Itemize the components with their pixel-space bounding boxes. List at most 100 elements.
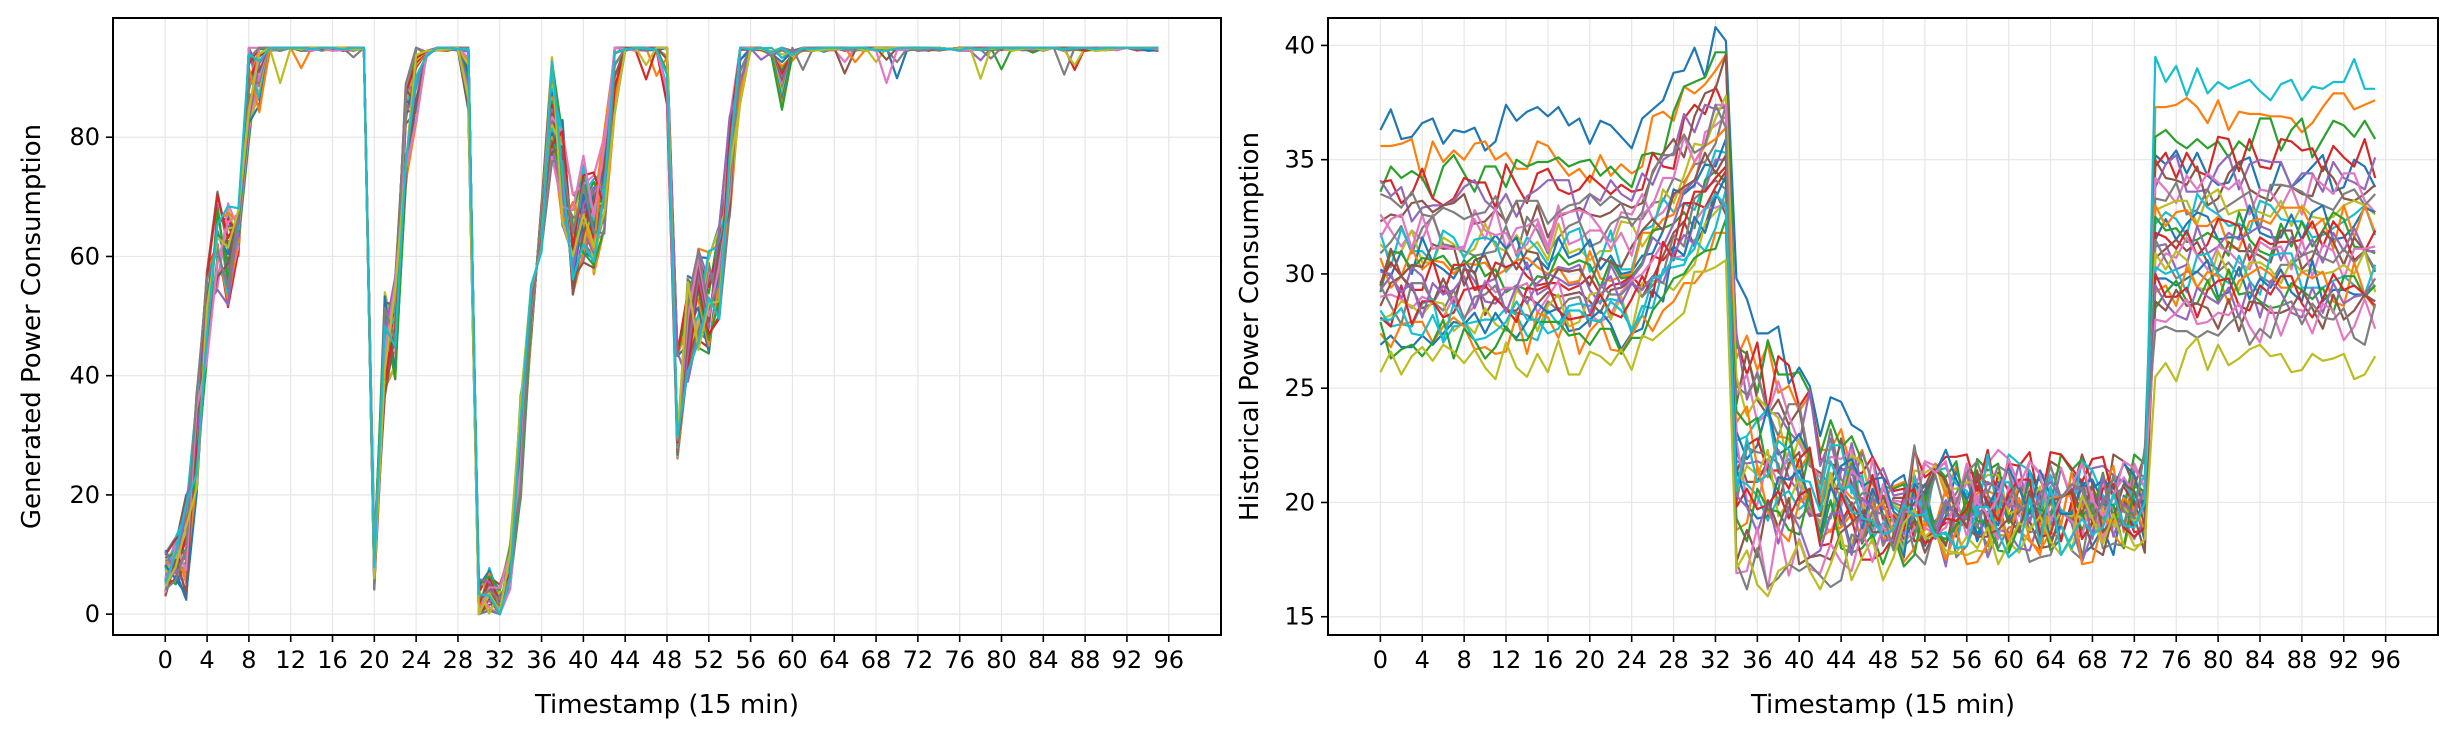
series-line-26 xyxy=(1379,151,2376,566)
series-line-25 xyxy=(1379,192,2377,559)
x-tick-label: 88 xyxy=(1070,646,1101,674)
series-line-29 xyxy=(164,46,1159,616)
x-tick-label: 8 xyxy=(241,646,256,674)
x-tick-label: 56 xyxy=(735,646,766,674)
x-tick-label: 60 xyxy=(1993,646,2024,674)
series-line-29 xyxy=(1379,259,2377,598)
x-tick-label: 48 xyxy=(652,646,683,674)
series-line-22 xyxy=(1379,231,2377,566)
x-tick-label: 92 xyxy=(2328,646,2359,674)
y-tick-label: 40 xyxy=(1284,31,1315,59)
series-line-9 xyxy=(164,46,1159,616)
x-tick-label: 56 xyxy=(1952,646,1983,674)
y-tick-label: 35 xyxy=(1284,146,1315,174)
series-line-4 xyxy=(1380,85,2377,543)
y-tick-label: 25 xyxy=(1284,374,1315,402)
x-tick-label: 24 xyxy=(401,646,432,674)
series-line-26 xyxy=(164,46,1159,616)
series-line-4 xyxy=(165,46,1159,612)
x-tick-label: 88 xyxy=(2287,646,2318,674)
series-line-27 xyxy=(164,46,1159,616)
x-tick-label: 72 xyxy=(2119,646,2150,674)
series-line-21 xyxy=(164,46,1159,616)
series-line-10 xyxy=(164,46,1159,616)
x-tick-label: 4 xyxy=(199,646,214,674)
x-tick-label: 36 xyxy=(526,646,557,674)
series-line-8 xyxy=(164,46,1159,610)
y-tick-label: 60 xyxy=(69,242,100,270)
series-line-7 xyxy=(1379,115,2377,522)
x-tick-label: 44 xyxy=(610,646,641,674)
series-line-24 xyxy=(164,46,1159,606)
series-line-7 xyxy=(164,46,1159,613)
x-tick-label: 80 xyxy=(2203,646,2234,674)
x-tick-label: 20 xyxy=(1575,646,1606,674)
x-tick-label: 4 xyxy=(1415,646,1430,674)
series-line-17 xyxy=(164,46,1159,616)
x-tick-label: 52 xyxy=(1910,646,1941,674)
y-tick-label: 30 xyxy=(1284,260,1315,288)
x-tick-label: 16 xyxy=(1533,646,1564,674)
x-tick-label: 52 xyxy=(694,646,725,674)
x-tick-label: 64 xyxy=(819,646,850,674)
series-line-1 xyxy=(164,46,1159,616)
series-line-5 xyxy=(1379,103,2377,534)
y-axis-label: Historical Power Consumption xyxy=(1235,132,1265,521)
x-tick-label: 84 xyxy=(2245,646,2276,674)
series-line-3 xyxy=(164,46,1159,616)
x-tick-label: 64 xyxy=(2035,646,2066,674)
series-line-15 xyxy=(164,46,1159,603)
series-line-28 xyxy=(1379,103,2377,591)
y-tick-label: 20 xyxy=(69,481,100,509)
series-line-22 xyxy=(164,46,1159,616)
x-axis-label: Timestamp (15 min) xyxy=(1750,690,2015,720)
x-tick-label: 48 xyxy=(1868,646,1899,674)
x-tick-label: 44 xyxy=(1826,646,1857,674)
series-line-11 xyxy=(1379,138,2376,543)
series-line-2 xyxy=(164,46,1159,615)
x-tick-label: 96 xyxy=(2370,646,2401,674)
series-line-14 xyxy=(164,46,1159,616)
y-tick-label: 80 xyxy=(69,123,100,151)
x-tick-label: 40 xyxy=(568,646,599,674)
x-tick-label: 16 xyxy=(317,646,348,674)
series-line-30 xyxy=(1380,55,2376,559)
series-line-1 xyxy=(1379,26,2377,557)
series-line-18 xyxy=(165,46,1159,616)
x-tick-label: 20 xyxy=(359,646,390,674)
generated-power-chart: 0 4 8 12 16 20 24 28 32 36 40 44 48 52 56 60 64 68 72 76 80 8… xyxy=(17,17,1222,720)
series-line-23 xyxy=(164,46,1159,591)
series-line-21 xyxy=(1379,174,2376,559)
x-tick-label: 84 xyxy=(1028,646,1059,674)
series-line-11 xyxy=(164,46,1159,606)
series-line-20 xyxy=(164,46,1159,613)
x-tick-label: 68 xyxy=(861,646,892,674)
series-line-25 xyxy=(164,46,1159,614)
series-line-5 xyxy=(164,46,1159,616)
x-tick-label: 12 xyxy=(275,646,306,674)
x-tick-label: 80 xyxy=(986,646,1017,674)
series-line-27 xyxy=(1379,103,2377,591)
x-axis-label: Timestamp (15 min) xyxy=(534,690,799,720)
y-tick-label: 20 xyxy=(1284,488,1315,516)
y-tick-label: 15 xyxy=(1284,603,1315,631)
x-tick-label: 28 xyxy=(443,646,474,674)
series-line-16 xyxy=(164,46,1159,616)
series-line-28 xyxy=(164,46,1159,601)
historical-power-chart: 0 4 8 12 16 20 24 28 32 36 40 44 48 52 56 60 64 68 72 76 80 8… xyxy=(1235,17,2439,720)
series-line-23 xyxy=(1379,218,2377,568)
x-tick-label: 40 xyxy=(1784,646,1815,674)
x-tick-label: 24 xyxy=(1616,646,1647,674)
y-axis-label: Generated Power Consumption xyxy=(17,124,47,529)
series-line-30 xyxy=(164,46,1159,616)
y-tick-label: 40 xyxy=(69,362,100,390)
x-tick-label: 8 xyxy=(1456,646,1471,674)
x-tick-label: 72 xyxy=(903,646,934,674)
x-tick-label: 92 xyxy=(1112,646,1143,674)
x-tick-label: 36 xyxy=(1742,646,1773,674)
x-tick-label: 12 xyxy=(1491,646,1522,674)
series-line-19 xyxy=(164,46,1159,614)
x-tick-label: 0 xyxy=(1373,646,1388,674)
x-tick-label: 76 xyxy=(2161,646,2192,674)
